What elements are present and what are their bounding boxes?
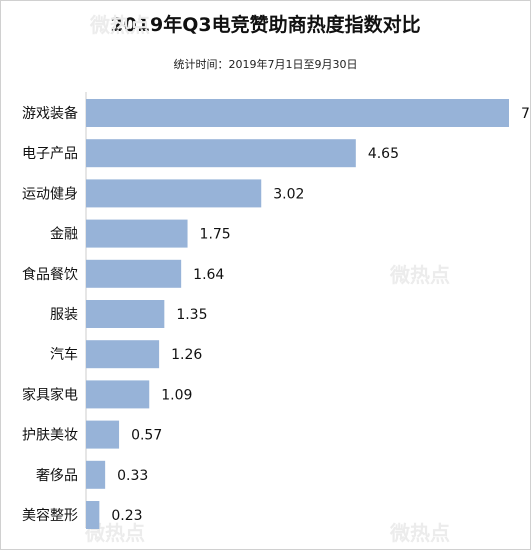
category-label: 金融 [50, 227, 78, 243]
value-label: 0.33 [117, 468, 148, 484]
category-label: 汽车 [50, 346, 78, 363]
value-label: 1.75 [200, 227, 231, 243]
value-label: 4.65 [368, 146, 399, 162]
value-label: 1.35 [176, 307, 207, 323]
bar-4 [86, 259, 182, 288]
value-label: 3.02 [273, 186, 304, 202]
value-label: 1.26 [171, 347, 202, 363]
value-label: 0.57 [131, 428, 162, 444]
bar-5 [86, 300, 165, 328]
value-label: 1.64 [193, 267, 224, 283]
category-label: 服装 [50, 307, 78, 323]
bar-9 [86, 460, 106, 489]
bar-0 [86, 99, 509, 127]
value-label: 7.29 [521, 106, 531, 122]
bar-1 [86, 139, 356, 168]
category-label: 美容整形 [22, 507, 78, 524]
watermark-text: 微热点 [89, 13, 150, 37]
bars-layer: 游戏装备 7.29 电子产品 4.65 运动健身 3.02 金融 1.75 食品餐饮 1.64 服装… [22, 99, 531, 529]
bar-8 [86, 420, 120, 449]
bar-2 [86, 179, 262, 208]
value-label: 0.23 [111, 508, 142, 524]
bar-3 [86, 219, 188, 248]
value-label: 1.09 [161, 387, 192, 403]
category-label: 食品餐饮 [22, 266, 78, 283]
category-label: 运动健身 [22, 186, 78, 202]
bar-6 [86, 340, 160, 369]
watermark-text: 微热点 [389, 521, 450, 545]
category-label: 游戏装备 [22, 105, 78, 122]
chart-title: 2019年Q3电竞赞助商热度指数对比 [110, 14, 421, 36]
category-label: 护肤美妆 [22, 428, 78, 444]
category-label: 电子产品 [22, 146, 78, 162]
bar-10 [86, 501, 100, 529]
bar-7 [86, 380, 150, 409]
category-label: 奢侈品 [36, 468, 78, 484]
chart-subtitle: 统计时间：2019年7月1日至9月30日 [173, 58, 358, 71]
watermark-text: 微热点 [389, 263, 450, 287]
category-label: 家具家电 [22, 386, 78, 403]
